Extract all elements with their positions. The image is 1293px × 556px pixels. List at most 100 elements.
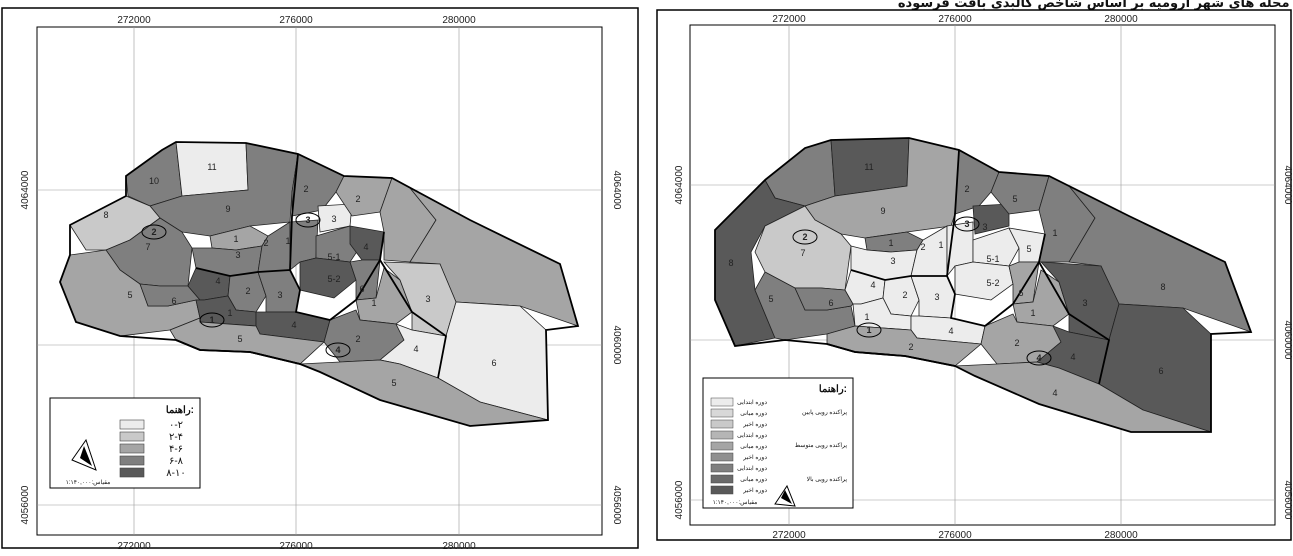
x-tick-top: 272000 (117, 15, 151, 26)
legend-swatch (710, 474, 734, 484)
zone-label: 2 (263, 238, 268, 248)
y-tick-right: 4060000 (611, 326, 622, 365)
zone-label: 8 (1160, 282, 1165, 292)
legend-swatch (710, 430, 734, 440)
zone-label: 4 (1052, 388, 1057, 398)
legend: راهنما: دوره ابتدایی دوره میانی دوره اخی… (702, 377, 854, 509)
right-map-svg: تیپ بندی محله های شهر ارومیه بر اساس شاخ… (656, 0, 1293, 541)
x-tick-top: 272000 (772, 14, 806, 25)
zone-label: 4 (363, 242, 368, 252)
zone-label: 5 (1012, 194, 1017, 204)
district-number: 3 (305, 215, 310, 225)
zone-label: 1 (233, 234, 238, 244)
left-map-svg: 272000 276000 280000 272000 276000 28000… (1, 7, 639, 552)
zone-label: 11 (864, 162, 873, 172)
outer-frame (656, 9, 1292, 541)
legend: راهنما: ۰-۲ ۲-۴ ۴-۶ ۶-۸ ۸-۱۰ مقیاس:۱:۱۴۰… (49, 397, 201, 489)
legend-class: ۶-۸ (169, 456, 184, 467)
zone-label: 6 (491, 358, 496, 368)
legend-swatch (710, 419, 734, 429)
zone-label: 8 (728, 258, 733, 268)
zone-label: 5 (391, 378, 396, 388)
north-arrow-icon (774, 484, 796, 507)
y-tick-left: 4064000 (20, 170, 31, 209)
zone-label: 2 (355, 334, 360, 344)
zone-label: 4 (948, 326, 953, 336)
x-tick-bottom: 272000 (772, 530, 806, 541)
zone-label: 9 (225, 204, 230, 214)
legend-swatch (119, 443, 145, 454)
zone-label: 4 (413, 344, 418, 354)
zone-label: 2 (245, 286, 250, 296)
legend-title: راهنما: (166, 405, 194, 416)
zone-label: 4 (1070, 352, 1075, 362)
district-number: 1 (866, 325, 871, 335)
legend-swatch (119, 431, 145, 442)
x-tick-bottom: 272000 (117, 541, 151, 552)
scale-text: مقیاس:۱:۱۴۰,۰۰۰ (713, 499, 758, 506)
zone-label: 2 (303, 184, 308, 194)
zone-label: 3 (425, 294, 430, 304)
zone-label: 1 (227, 308, 232, 318)
legend-swatch (710, 397, 734, 407)
legend-item: دوره میانی (740, 443, 767, 450)
zone-4-ne (972, 203, 1010, 235)
district-number: 4 (1036, 353, 1041, 363)
zone-label: 5-1 (986, 254, 999, 264)
city-zones (59, 141, 579, 427)
zone-label: 3 (934, 292, 939, 302)
zone-label: 3 (331, 214, 336, 224)
district-number: 3 (964, 219, 969, 229)
x-tick-bottom: 276000 (938, 530, 972, 541)
x-tick-top: 280000 (1104, 14, 1138, 25)
zone-labels: 11 9 8 7 2 1 2 3 4 1 2 3 4 5 5-1 5-2 1 6… (728, 162, 1165, 398)
district-boundaries (59, 141, 580, 427)
zone-label: 9 (880, 206, 885, 216)
zone-label: 3 (982, 222, 987, 232)
x-tick-top: 276000 (938, 14, 972, 25)
zone-label: 5 (1026, 244, 1031, 254)
legend-title: راهنما: (819, 384, 847, 395)
y-tick-right: 4064000 (611, 171, 622, 210)
legend-swatch (710, 441, 734, 451)
district-number: 1 (209, 315, 214, 325)
legend-swatch (119, 419, 145, 430)
zone-label: 2 (355, 194, 360, 204)
legend-item: دوره ابتدایی (737, 432, 767, 439)
legend-item: دوره اخیر (742, 421, 767, 428)
zone-label: 6 (1018, 288, 1023, 298)
y-tick-left: 4064000 (674, 165, 685, 204)
zone-label: 2 (964, 184, 969, 194)
zone-label: 4 (870, 280, 875, 290)
zone-label: 6 (359, 284, 364, 294)
north-arrow-icon (71, 438, 97, 471)
zone-label: 1 (1030, 308, 1035, 318)
legend-swatch (710, 485, 734, 495)
x-tick-top: 276000 (279, 15, 313, 26)
y-tick-right: 4060000 (1282, 321, 1293, 360)
zone-label: 5 (127, 290, 132, 300)
zone-label: 4 (291, 320, 296, 330)
zone-label: 2 (908, 342, 913, 352)
district-number: 2 (151, 227, 156, 237)
zone-label: 3 (890, 256, 895, 266)
zone-label: 1 (285, 236, 290, 246)
legend-item: دوره میانی (740, 410, 767, 417)
zone-label: 10 (149, 176, 159, 186)
x-tick-bottom: 276000 (279, 541, 313, 552)
zone-label: 1 (888, 238, 893, 248)
legend-item: دوره میانی (740, 476, 767, 483)
zone-5-1 (972, 227, 1020, 267)
zone-label: 7 (145, 242, 150, 252)
zone-label: 1 (371, 298, 376, 308)
legend-swatch (710, 452, 734, 462)
district-markers: 2 1 3 4 (792, 216, 1052, 366)
zone-label: 7 (800, 248, 805, 258)
zone-label: 6 (828, 298, 833, 308)
zone-6-west (794, 287, 854, 311)
zone-label: 3 (1082, 298, 1087, 308)
zone-label: 6 (1158, 366, 1163, 376)
y-tick-right: 4056000 (611, 486, 622, 525)
zone-label: 3 (235, 250, 240, 260)
legend-class: ۴-۶ (169, 444, 183, 455)
